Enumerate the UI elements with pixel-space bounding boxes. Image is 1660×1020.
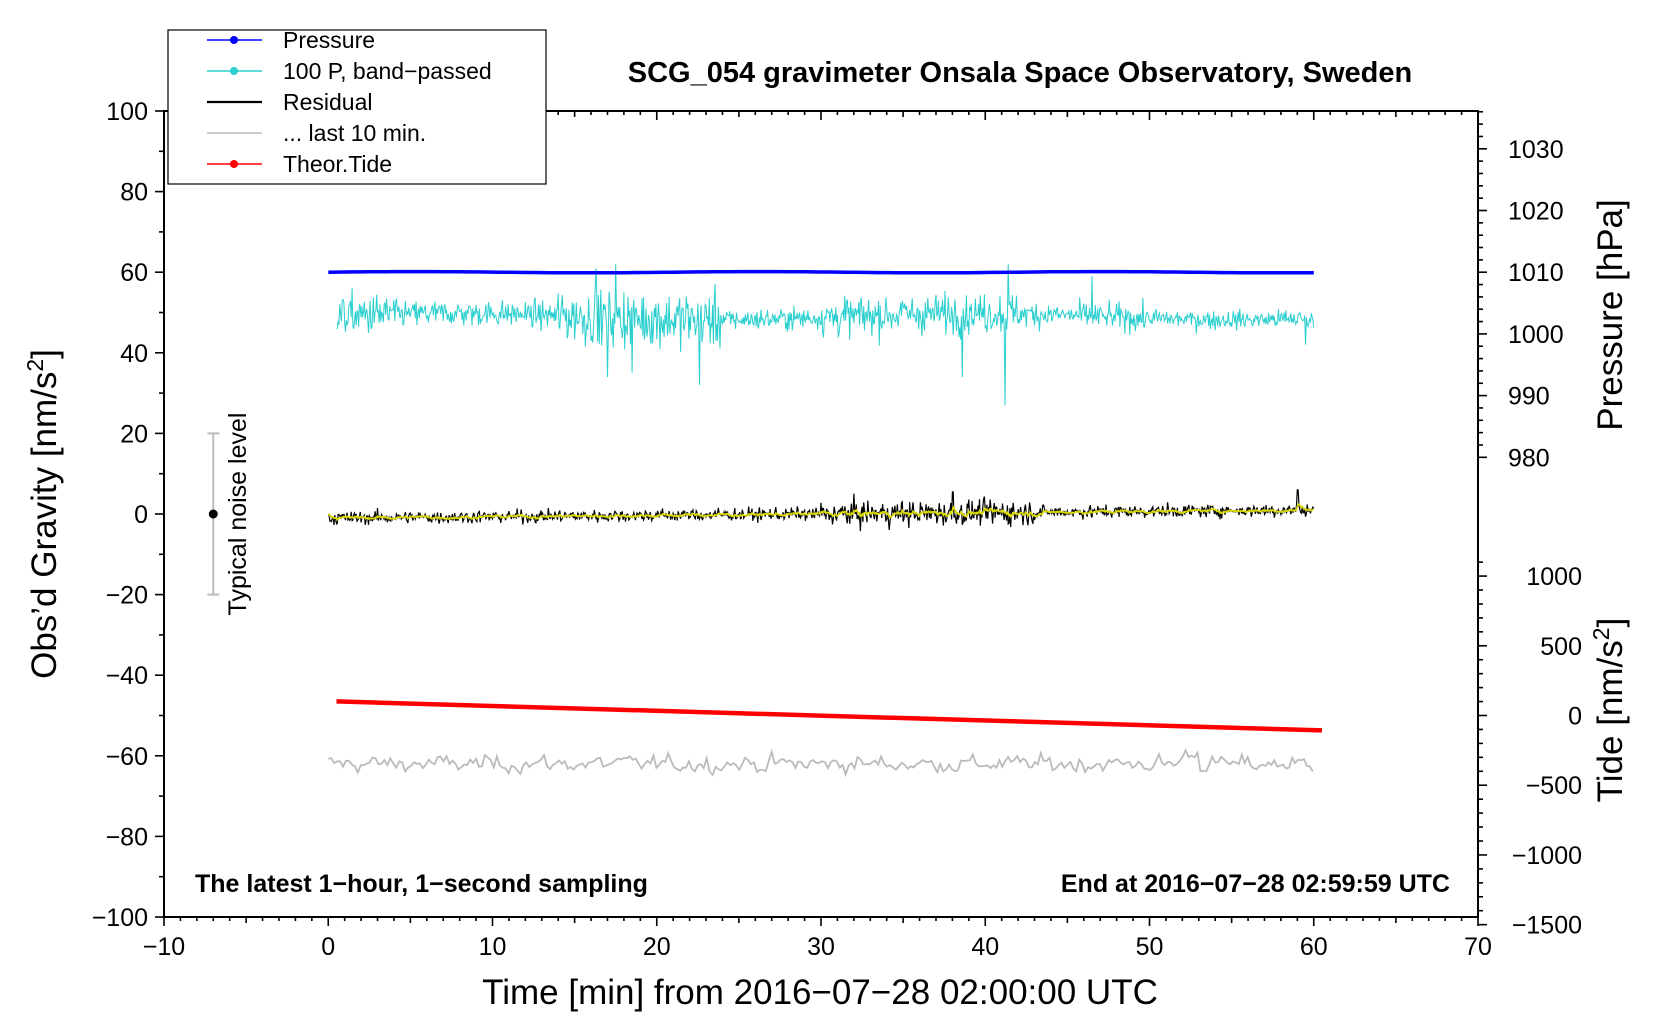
series-band-passed-pressure — [336, 264, 1315, 406]
x-tick-label: 30 — [807, 933, 835, 961]
series-last-10-min — [328, 748, 1314, 778]
y-tick-label: 20 — [120, 420, 148, 448]
legend-label: Pressure — [283, 27, 375, 53]
tide-axis-label: Tide [nm/s2] — [1588, 618, 1630, 803]
x-tick-label: 70 — [1464, 933, 1492, 961]
x-tick-label: 20 — [643, 933, 671, 961]
y-tick-label: −60 — [106, 743, 148, 771]
series-layer — [207, 264, 1323, 778]
y-tick-label: −20 — [106, 582, 148, 610]
legend-label: Residual — [283, 89, 373, 115]
y-tick-label: −80 — [106, 823, 148, 851]
x-tick-label: 60 — [1300, 933, 1328, 961]
tide-tick-label: 500 — [1540, 633, 1582, 661]
legend-marker — [230, 67, 238, 75]
y-tick-label: 60 — [120, 259, 148, 287]
x-tick-label: 50 — [1136, 933, 1164, 961]
pressure-tick-label: 990 — [1508, 383, 1550, 411]
y-tick-label: 100 — [106, 98, 148, 126]
noise-bar-center — [208, 509, 218, 519]
y-tick-label: 40 — [120, 340, 148, 368]
pressure-tick-label: 1020 — [1508, 198, 1564, 226]
x-tick-label: −10 — [143, 933, 185, 961]
series-residual-smoothed — [328, 503, 1314, 521]
pressure-tick-label: 980 — [1508, 444, 1550, 472]
ticks-layer: −10 0 10 20 30 40 50 60 70−100−80−60−40−20020406… — [92, 98, 1582, 961]
x-tick-label: 40 — [971, 933, 999, 961]
tide-tick-label: −500 — [1526, 772, 1582, 800]
legend-label: 100 P, band−passed — [283, 58, 492, 84]
pressure-tick-label: 1030 — [1508, 136, 1564, 164]
tide-tick-label: −1000 — [1512, 842, 1582, 870]
chart-title: SCG_054 gravimeter Onsala Space Observat… — [628, 57, 1412, 89]
series-theor-tide — [336, 699, 1323, 733]
legend: Pressure 100 P, band−passed Residual ... la… — [167, 27, 547, 185]
legend-label: ... last 10 min. — [283, 120, 426, 146]
x-tick-label: 0 — [321, 933, 335, 961]
tide-tick-label: −1500 — [1512, 912, 1582, 940]
tide-tick-label: 0 — [1568, 703, 1582, 731]
series-residual — [327, 489, 1315, 532]
series-pressure — [328, 269, 1314, 275]
pressure-axis-label: Pressure [hPa] — [1591, 199, 1630, 431]
legend-marker — [230, 160, 238, 168]
annotation-left: The latest 1−hour, 1−second sampling — [195, 870, 648, 898]
y-tick-label: 80 — [120, 179, 148, 207]
legend-marker — [230, 36, 238, 44]
pressure-tick-label: 1000 — [1508, 321, 1564, 349]
noise-level-label: Typical noise level — [224, 413, 252, 616]
y-tick-label: 0 — [134, 501, 148, 529]
pressure-tick-label: 1010 — [1508, 259, 1564, 287]
legend-entries: Pressure 100 P, band−passed Residual ... la… — [207, 27, 492, 177]
x-axis-label: Time [min] from 2016−07−28 02:00:00 UTC — [482, 973, 1158, 1012]
tide-tick-label: 1000 — [1526, 563, 1582, 591]
y-tick-label: −100 — [92, 904, 148, 932]
x-tick-label: 10 — [479, 933, 507, 961]
y-axis-label: Obs’d Gravity [nm/s2] — [22, 349, 64, 679]
legend-box — [167, 29, 547, 185]
annotation-right: End at 2016−07−28 02:59:59 UTC — [1061, 870, 1450, 898]
y-tick-label: −40 — [106, 662, 148, 690]
legend-label: Theor.Tide — [283, 151, 392, 177]
